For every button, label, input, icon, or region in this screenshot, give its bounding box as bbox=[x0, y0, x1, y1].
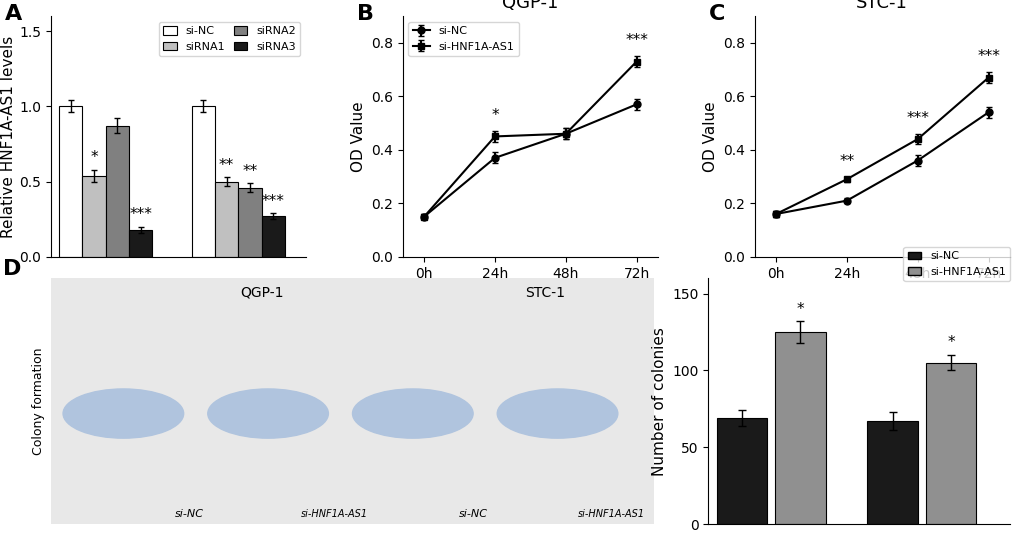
Text: Colony formation: Colony formation bbox=[32, 348, 45, 455]
Text: QGP-1: QGP-1 bbox=[79, 300, 131, 318]
Bar bbox=[866, 421, 917, 524]
Bar bbox=[106, 126, 129, 257]
Legend: si-NC, si-HNF1A-AS1: si-NC, si-HNF1A-AS1 bbox=[408, 21, 519, 56]
Circle shape bbox=[63, 389, 183, 438]
Text: *: * bbox=[796, 302, 803, 317]
Text: B: B bbox=[357, 4, 374, 24]
Text: STC-1: STC-1 bbox=[214, 300, 262, 318]
Title: QGP-1: QGP-1 bbox=[501, 0, 558, 12]
Y-axis label: Relative HNF1A-AS1 levels: Relative HNF1A-AS1 levels bbox=[1, 35, 16, 238]
Bar bbox=[262, 216, 285, 257]
Text: *: * bbox=[947, 335, 954, 350]
Bar bbox=[925, 363, 975, 524]
Y-axis label: OD Value: OD Value bbox=[702, 101, 716, 172]
Y-axis label: OD Value: OD Value bbox=[351, 101, 365, 172]
Text: *: * bbox=[491, 108, 498, 123]
Text: D: D bbox=[3, 258, 21, 279]
Text: ***: *** bbox=[976, 49, 999, 64]
Text: STC-1: STC-1 bbox=[525, 286, 565, 300]
Bar bbox=[716, 418, 766, 524]
Bar bbox=[774, 332, 824, 524]
Text: si-HNF1A-AS1: si-HNF1A-AS1 bbox=[578, 509, 645, 519]
Legend: si-NC, siRNA1, siRNA2, siRNA3: si-NC, siRNA1, siRNA2, siRNA3 bbox=[159, 21, 301, 56]
Y-axis label: Number of colonies: Number of colonies bbox=[651, 327, 666, 476]
Circle shape bbox=[208, 389, 328, 438]
Bar bbox=[59, 106, 83, 257]
Bar bbox=[192, 106, 215, 257]
Text: ***: *** bbox=[129, 207, 152, 222]
Circle shape bbox=[353, 389, 473, 438]
Text: C: C bbox=[708, 4, 725, 24]
Text: si-HNF1A-AS1: si-HNF1A-AS1 bbox=[301, 509, 368, 519]
Legend: si-NC, si-HNF1A-AS1: si-NC, si-HNF1A-AS1 bbox=[897, 325, 1004, 360]
Bar bbox=[129, 230, 152, 257]
Text: ***: *** bbox=[262, 194, 284, 209]
Bar bbox=[83, 175, 106, 257]
Text: **: ** bbox=[839, 154, 854, 169]
Text: ***: *** bbox=[625, 33, 647, 48]
Text: **: ** bbox=[219, 157, 234, 172]
Legend: si-NC, si-HNF1A-AS1: si-NC, si-HNF1A-AS1 bbox=[903, 247, 1009, 281]
Text: si-NC: si-NC bbox=[459, 509, 487, 519]
Bar bbox=[215, 181, 238, 257]
Text: *: * bbox=[90, 150, 98, 165]
Text: **: ** bbox=[243, 164, 258, 179]
Text: QGP-1: QGP-1 bbox=[240, 286, 283, 300]
Text: ***: *** bbox=[906, 111, 928, 126]
Text: A: A bbox=[5, 4, 22, 24]
Text: si-NC: si-NC bbox=[175, 509, 204, 519]
Circle shape bbox=[496, 389, 618, 438]
Bar bbox=[238, 188, 262, 257]
Title: STC-1: STC-1 bbox=[856, 0, 907, 12]
